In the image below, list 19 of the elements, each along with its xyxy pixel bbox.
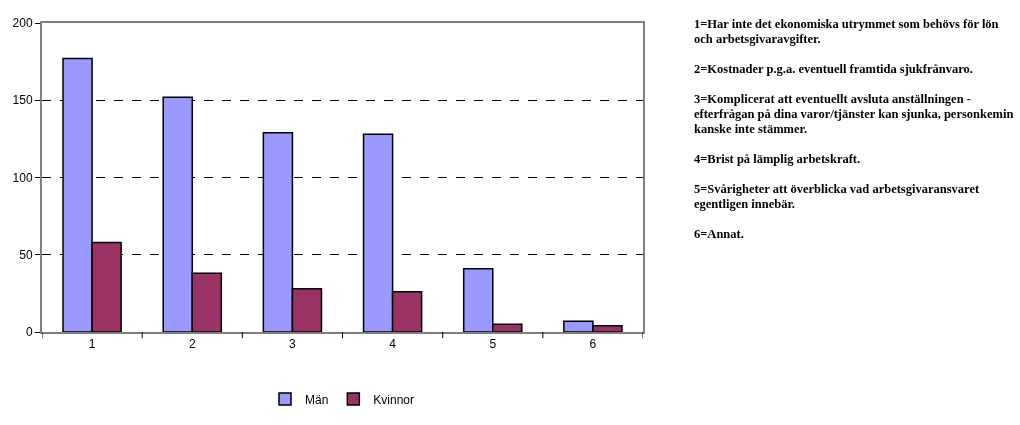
x-tick-label: 5	[489, 337, 497, 352]
y-tick-label: 200	[12, 16, 33, 31]
legend-label: Män	[305, 392, 329, 407]
y-tick-label: 100	[12, 170, 33, 185]
x-tick-label: 3	[289, 337, 297, 352]
legend-label: Kvinnor	[373, 392, 415, 407]
x-tick-label: 4	[389, 337, 397, 352]
y-tick-label: 0	[25, 325, 33, 340]
text: 1=Har inte det ekonomiska utrymmet som behövs för lön och arbetsgivaravgifter.	[694, 17, 1000, 47]
text: 6=Annat.	[694, 227, 745, 242]
text: 2=Kostnader p.g.a. eventuell framtida sjukfrånvaro.	[694, 62, 974, 77]
x-tick-label: 1	[88, 337, 96, 352]
y-tick-label: 50	[19, 247, 33, 262]
y-tick-label: 150	[12, 93, 33, 108]
text: 3=Komplicerat att eventuellt avsluta anställningen - efterfrågan på dina varor/tjänster kan sjunka, personkemin kanske inte stämmer.	[694, 92, 1015, 137]
text: 4=Brist på lämplig arbetskraft.	[694, 152, 862, 167]
x-tick-label: 2	[188, 337, 196, 352]
x-tick-label: 6	[589, 337, 597, 352]
text: 5=Svårigheter att överblicka vad arbetsgivaransvaret egentligen innebär.	[694, 182, 981, 212]
